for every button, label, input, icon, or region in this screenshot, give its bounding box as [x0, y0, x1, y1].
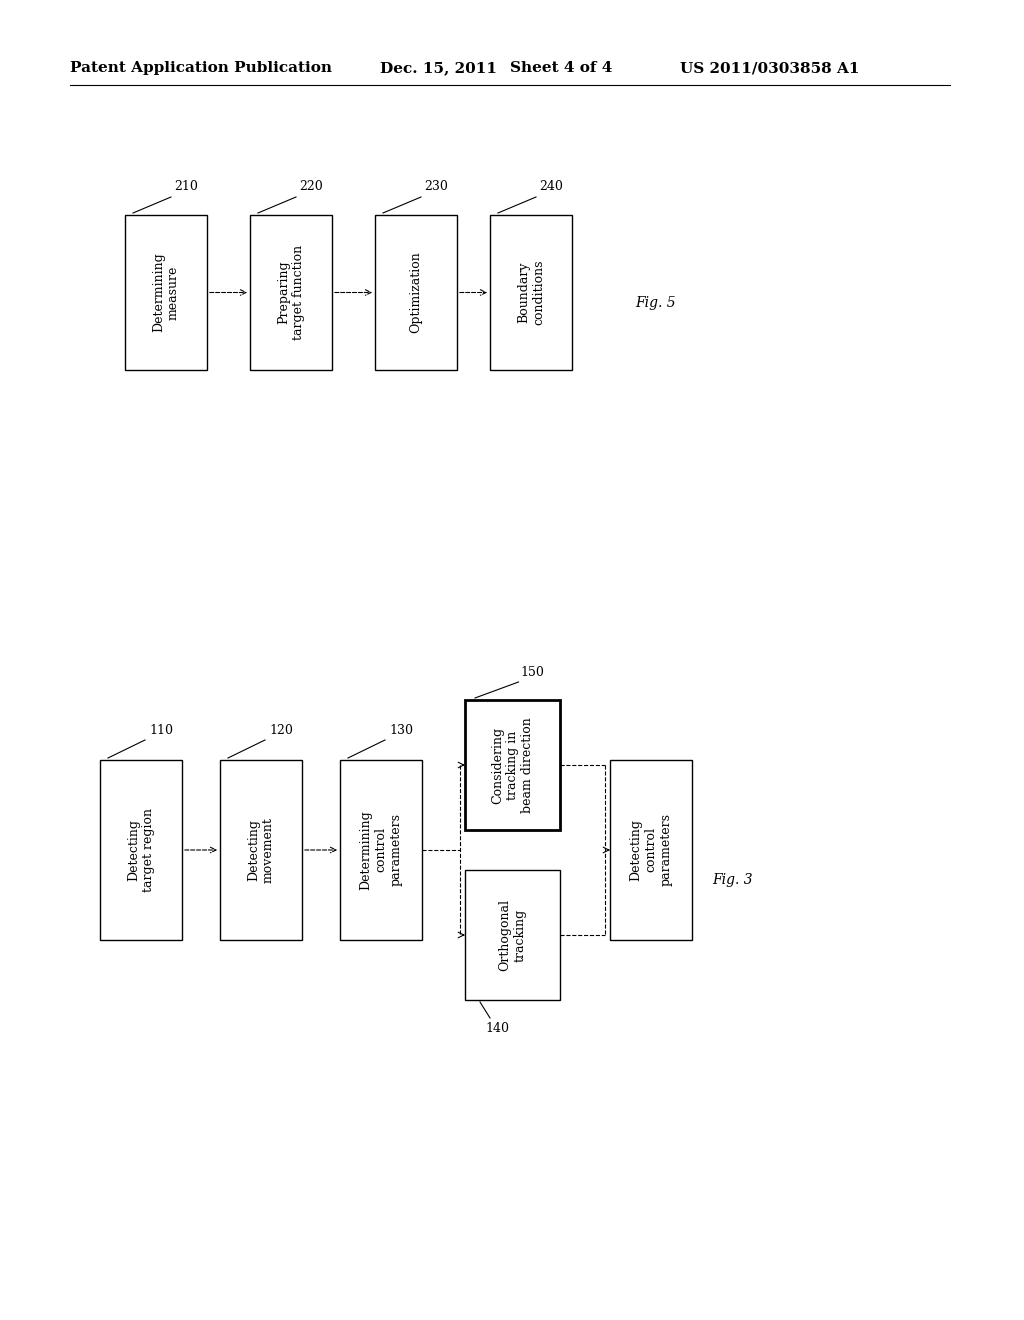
- Text: Fig. 3: Fig. 3: [712, 873, 753, 887]
- Text: Boundary
conditions: Boundary conditions: [517, 260, 545, 325]
- Text: Considering
tracking in
beam direction: Considering tracking in beam direction: [490, 717, 534, 813]
- Text: 120: 120: [269, 723, 293, 737]
- Bar: [490, 215, 572, 370]
- Bar: [465, 870, 560, 1001]
- Text: 240: 240: [539, 181, 563, 194]
- Bar: [100, 760, 182, 940]
- Text: Determining
control
parameters: Determining control parameters: [359, 810, 402, 890]
- Bar: [250, 215, 332, 370]
- Text: Dec. 15, 2011: Dec. 15, 2011: [380, 61, 497, 75]
- Bar: [340, 760, 422, 940]
- Text: Determining
measure: Determining measure: [152, 252, 180, 333]
- Bar: [125, 215, 207, 370]
- Text: Sheet 4 of 4: Sheet 4 of 4: [510, 61, 612, 75]
- Text: Detecting
target region: Detecting target region: [127, 808, 155, 892]
- Text: 110: 110: [150, 723, 173, 737]
- Text: 130: 130: [389, 723, 413, 737]
- Bar: [610, 760, 692, 940]
- Text: 230: 230: [424, 181, 447, 194]
- Text: 210: 210: [174, 181, 198, 194]
- Text: Preparing
target function: Preparing target function: [278, 246, 305, 341]
- Text: Detecting
control
parameters: Detecting control parameters: [630, 813, 673, 887]
- Bar: [375, 215, 457, 370]
- Text: US 2011/0303858 A1: US 2011/0303858 A1: [680, 61, 859, 75]
- Text: Detecting
movement: Detecting movement: [247, 817, 275, 883]
- Text: 220: 220: [299, 181, 323, 194]
- Text: 140: 140: [485, 1022, 509, 1035]
- Bar: [465, 700, 560, 830]
- Text: Orthogonal
tracking: Orthogonal tracking: [499, 899, 526, 972]
- Text: 150: 150: [520, 665, 545, 678]
- Bar: [220, 760, 302, 940]
- Text: Fig. 5: Fig. 5: [635, 296, 676, 309]
- Text: Patent Application Publication: Patent Application Publication: [70, 61, 332, 75]
- Text: Optimization: Optimization: [410, 252, 423, 334]
